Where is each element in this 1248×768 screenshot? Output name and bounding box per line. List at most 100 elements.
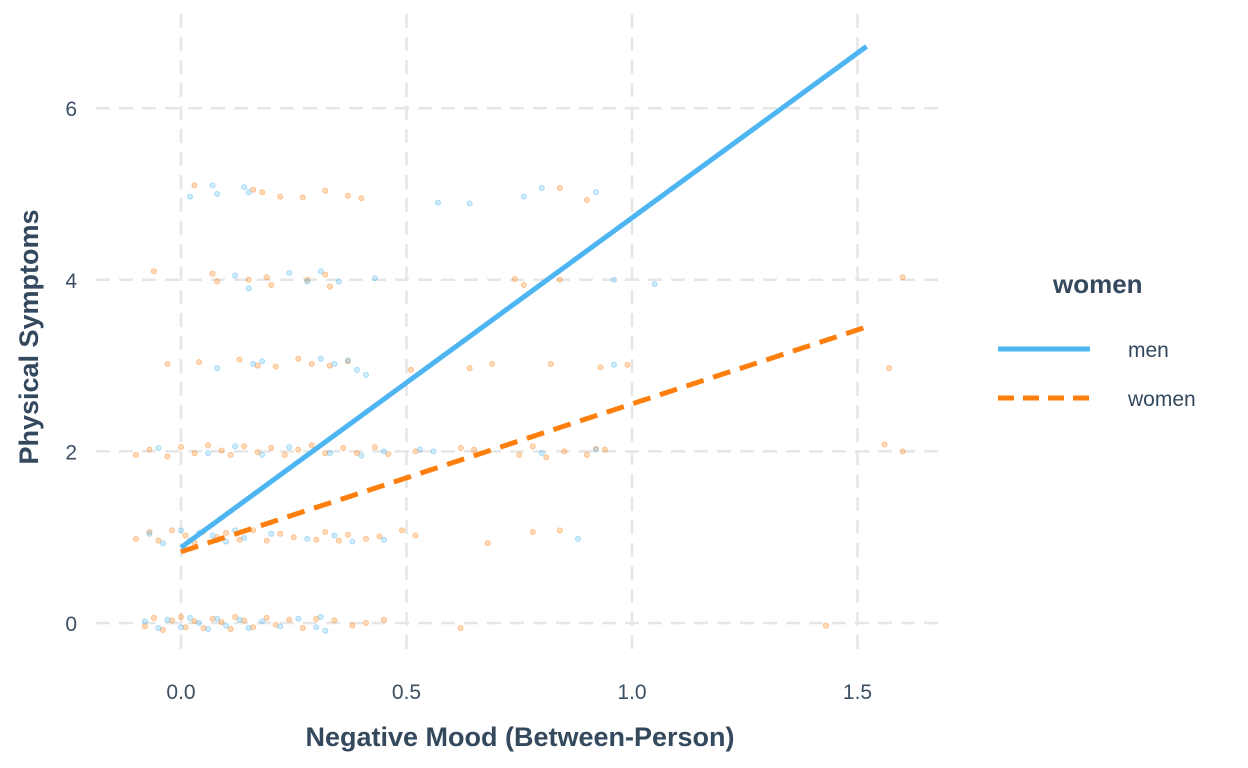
data-point — [489, 360, 496, 367]
data-point — [196, 620, 203, 627]
data-point — [263, 614, 270, 621]
data-point — [417, 446, 424, 453]
data-point — [245, 276, 252, 283]
data-point — [214, 278, 221, 285]
data-point — [385, 450, 392, 457]
data-point — [205, 626, 212, 633]
data-point — [511, 275, 518, 282]
data-point — [286, 269, 293, 276]
regression-lines — [179, 44, 868, 555]
data-point — [295, 615, 302, 622]
data-point — [187, 614, 194, 621]
y-tick-label: 0 — [65, 613, 77, 636]
data-point — [177, 624, 184, 631]
data-point — [326, 362, 333, 369]
data-point — [132, 451, 139, 458]
data-point — [371, 275, 378, 282]
data-point — [241, 443, 248, 450]
data-point — [141, 623, 148, 630]
data-point — [155, 537, 162, 544]
data-point — [259, 358, 266, 365]
data-point — [191, 618, 198, 625]
data-point — [881, 441, 888, 448]
data-point — [223, 538, 230, 545]
data-point — [187, 193, 194, 200]
data-point — [227, 626, 234, 633]
data-point — [597, 364, 604, 371]
data-point — [304, 278, 311, 285]
data-point — [322, 529, 329, 536]
data-point — [466, 200, 473, 207]
data-point — [886, 365, 893, 372]
data-point — [182, 624, 189, 631]
data-point — [556, 276, 563, 283]
data-point — [263, 537, 270, 544]
data-point — [236, 616, 243, 623]
data-point — [380, 448, 387, 455]
data-point — [317, 268, 324, 275]
data-point — [380, 616, 387, 623]
data-point — [259, 189, 266, 196]
data-point — [232, 613, 239, 620]
data-point — [583, 451, 590, 458]
data-point — [899, 274, 906, 281]
data-point — [155, 625, 162, 632]
data-point — [205, 442, 212, 449]
data-point — [466, 365, 473, 372]
data-point — [177, 444, 184, 451]
data-point — [227, 451, 234, 458]
data-point — [335, 278, 342, 285]
y-tick-label: 6 — [65, 98, 77, 121]
data-point — [322, 627, 329, 634]
data-point — [168, 617, 175, 624]
data-point — [209, 615, 216, 622]
data-point — [308, 442, 315, 449]
data-point — [326, 450, 333, 457]
data-point — [362, 620, 369, 627]
data-point — [822, 622, 829, 629]
data-point — [344, 192, 351, 199]
data-point — [610, 361, 617, 368]
data-point — [313, 615, 320, 622]
data-point — [610, 276, 617, 283]
data-point — [592, 445, 599, 452]
data-point — [232, 272, 239, 279]
data-point — [543, 454, 550, 461]
data-point — [538, 450, 545, 457]
data-point — [196, 359, 203, 366]
data-point — [250, 624, 257, 631]
data-point — [159, 540, 166, 547]
data-point — [299, 625, 306, 632]
data-point — [295, 446, 302, 453]
data-point — [286, 616, 293, 623]
data-point — [601, 446, 608, 453]
data-point — [164, 453, 171, 460]
data-point — [331, 617, 338, 624]
data-point — [317, 613, 324, 620]
data-point — [214, 190, 221, 197]
data-point — [362, 372, 369, 379]
data-point — [592, 189, 599, 196]
grid-layer — [96, 14, 942, 655]
data-point — [344, 531, 351, 538]
data-point — [313, 536, 320, 543]
data-point — [556, 184, 563, 191]
data-point — [520, 193, 527, 200]
data-point — [286, 444, 293, 451]
data-point — [164, 360, 171, 367]
data-point — [371, 444, 378, 451]
tick-labels: 0.0 0.5 1.0 1.5 0 2 4 6 — [65, 98, 872, 704]
data-point — [435, 199, 442, 206]
data-point — [335, 537, 342, 544]
data-point — [218, 447, 225, 454]
data-point — [353, 450, 360, 457]
data-point — [150, 268, 157, 275]
data-point — [259, 451, 266, 458]
data-point — [556, 527, 563, 534]
data-point — [268, 444, 275, 451]
data-point — [245, 189, 252, 196]
data-point — [624, 361, 631, 368]
data-point — [277, 623, 284, 630]
data-point — [322, 271, 329, 278]
